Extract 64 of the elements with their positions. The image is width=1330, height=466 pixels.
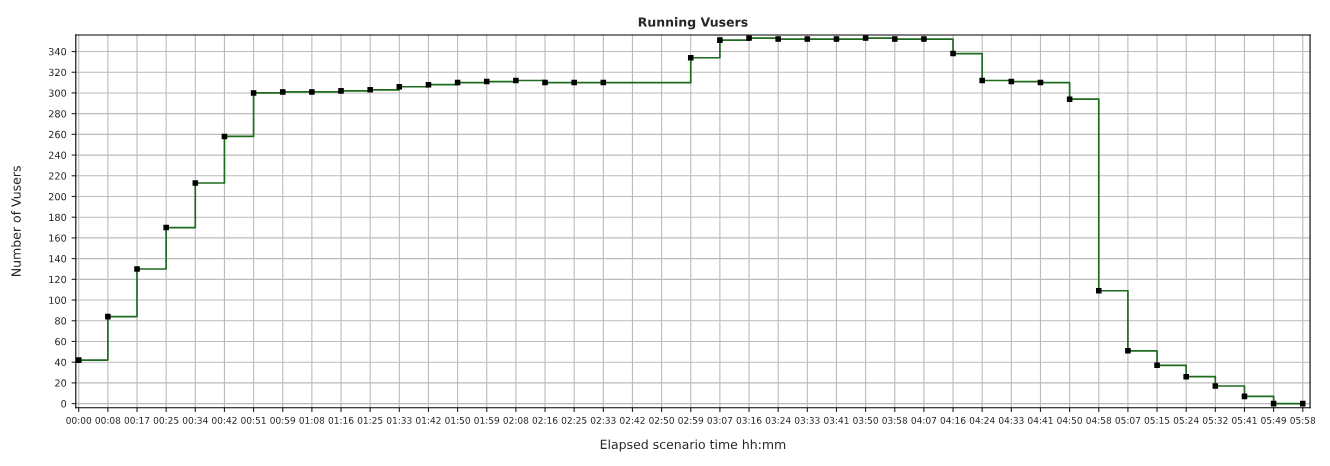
x-tick-label: 01:59 (474, 416, 500, 424)
x-tick-label: 04:07 (911, 416, 937, 424)
x-tick-label: 05:49 (1261, 416, 1286, 424)
chart-title: Running Vusers (638, 17, 748, 30)
x-tick-label: 00:34 (182, 416, 208, 424)
y-tick-label: 80 (55, 317, 67, 325)
y-tick-label: 100 (49, 296, 67, 304)
x-tick-label: 01:16 (328, 416, 354, 424)
x-tick-label: 05:32 (1202, 416, 1228, 424)
x-tick-label: 02:16 (532, 416, 558, 424)
x-tick-label: 05:15 (1144, 416, 1170, 424)
y-axis-title: Number of Vusers (11, 166, 21, 276)
x-tick-label: 03:07 (707, 416, 733, 424)
y-tick-label: 20 (55, 379, 67, 387)
y-tick-label: 240 (48, 151, 67, 159)
x-tick-label: 04:24 (969, 416, 995, 424)
x-tick-label: 01:33 (386, 416, 412, 424)
x-tick-label: 00:42 (212, 416, 237, 424)
y-tick-label: 260 (48, 130, 67, 139)
x-tick-label: 02:08 (503, 416, 529, 424)
x-tick-label: 02:42 (620, 416, 645, 424)
x-tick-label: 01:25 (357, 416, 383, 424)
y-tick-label: 180 (49, 213, 67, 222)
x-tick-label: 01:08 (299, 416, 325, 424)
x-tick-label: 03:33 (794, 416, 820, 424)
x-tick-label: 02:25 (561, 416, 587, 424)
x-tick-label: 00:59 (270, 416, 296, 424)
x-tick-label: 05:58 (1290, 416, 1316, 424)
x-tick-label: 05:24 (1173, 416, 1199, 424)
x-tick-label: 03:50 (853, 416, 879, 424)
x-axis-title: Elapsed scenario time hh:mm (600, 439, 786, 452)
y-tick-label: 200 (48, 192, 67, 201)
x-tick-label: 00:17 (124, 416, 150, 424)
x-tick-label: 04:50 (1057, 416, 1083, 424)
x-tick-label: 04:33 (998, 416, 1024, 424)
x-tick-label: 03:16 (736, 416, 762, 424)
x-tick-label: 00:08 (95, 416, 121, 424)
x-tick-label: 04:41 (1028, 416, 1053, 424)
x-tick-label: 05:07 (1115, 416, 1141, 424)
x-tick-label: 01:42 (416, 416, 441, 424)
x-tick-label: 04:58 (1086, 416, 1112, 424)
x-tick-label: 01:50 (445, 416, 470, 424)
x-tick-label: 03:41 (824, 416, 849, 424)
y-tick-label: 160 (49, 234, 67, 242)
y-tick-label: 340 (48, 48, 67, 56)
y-tick-label: 280 (48, 110, 67, 118)
x-tick-label: 00:25 (153, 416, 179, 424)
x-tick-label: 03:58 (882, 416, 908, 424)
x-tick-label: 02:59 (678, 416, 704, 424)
y-tick-label: 120 (49, 275, 67, 284)
y-tick-label: 320 (48, 68, 67, 77)
y-tick-label: 60 (55, 337, 67, 346)
x-tick-label: 02:50 (649, 416, 675, 424)
y-tick-label: 220 (48, 172, 67, 180)
y-tick-label: 40 (54, 358, 67, 367)
x-tick-label: 03:24 (765, 416, 791, 424)
x-tick-label: 00:00 (66, 416, 92, 424)
y-tick-label: 0 (61, 400, 67, 408)
x-tick-label: 05:41 (1232, 416, 1257, 424)
y-tick-label: 300 (48, 89, 67, 97)
x-tick-label: 02:33 (590, 416, 616, 424)
x-tick-label: 04:16 (940, 416, 966, 424)
y-tick-label: 140 (49, 255, 67, 263)
x-tick-label: 00:51 (241, 416, 266, 424)
